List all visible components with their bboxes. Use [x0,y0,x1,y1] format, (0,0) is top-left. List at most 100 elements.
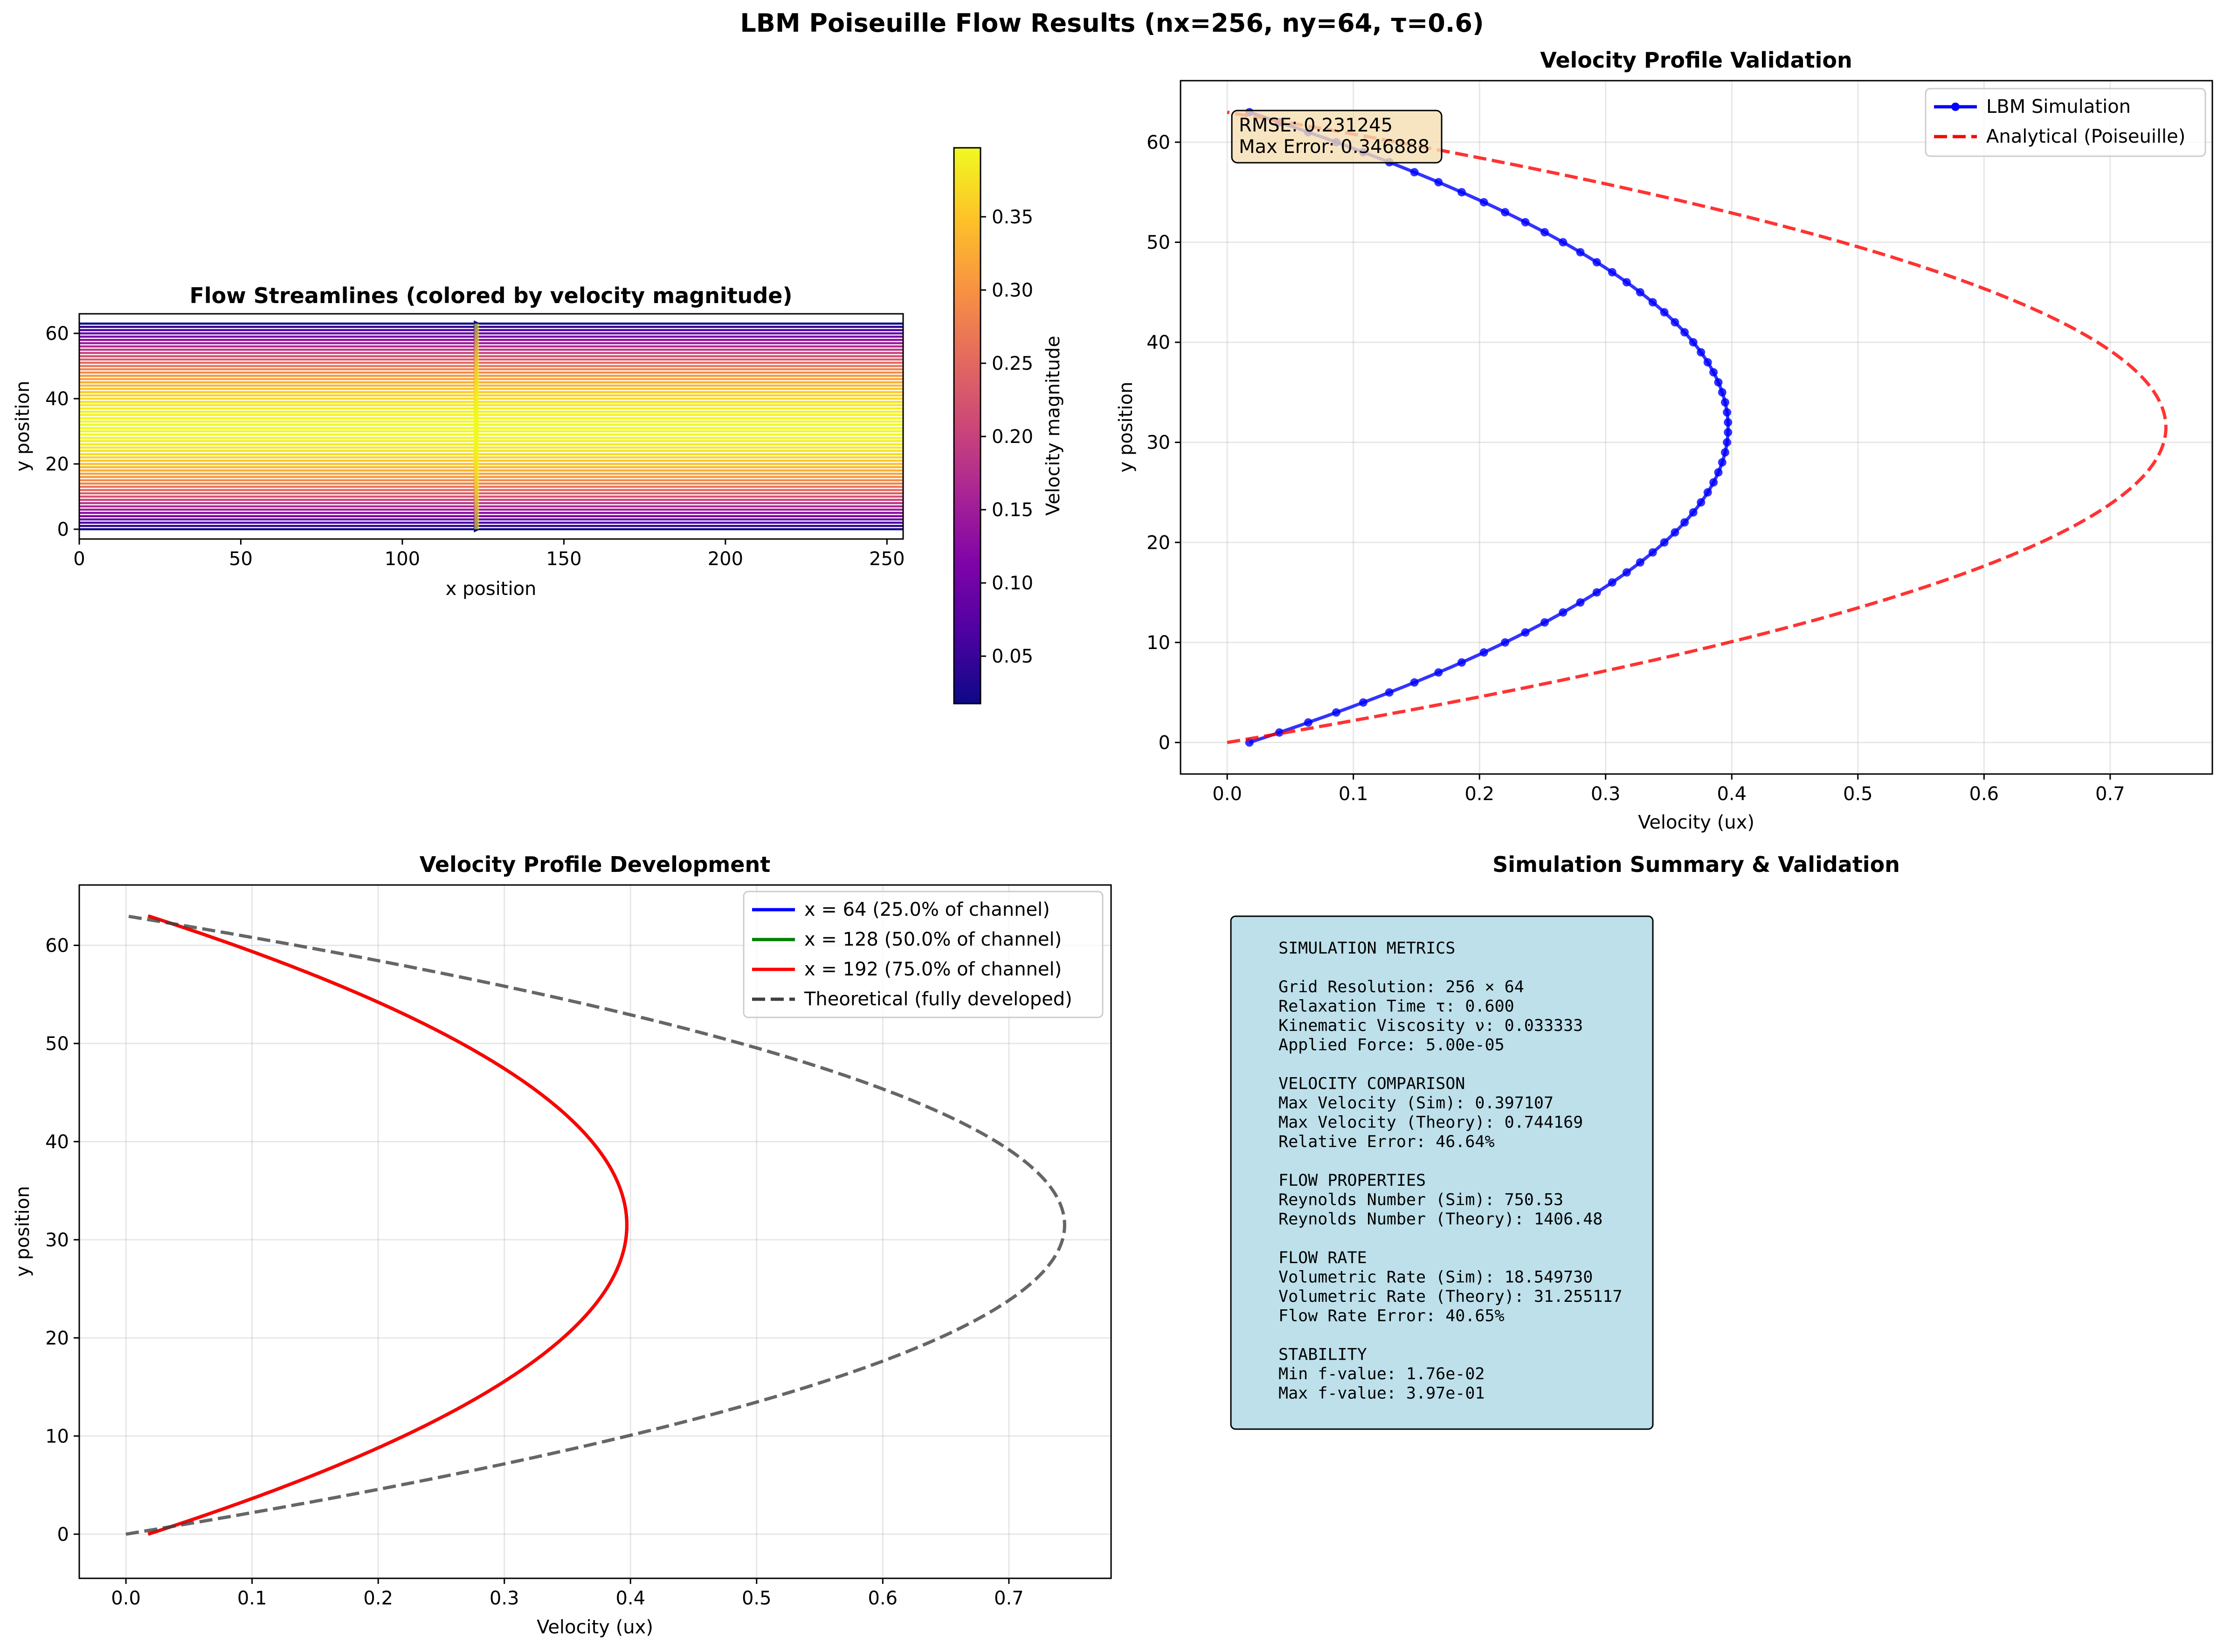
series-marker [1724,418,1733,427]
y-tick-label: 20 [45,1327,69,1349]
legend-label: x = 128 (50.0% of channel) [804,929,1062,950]
x-tick-label: 0.6 [1969,783,1999,805]
summary-line: Reynolds Number (Sim): 750.53 [1278,1191,1563,1210]
legend-label: x = 192 (75.0% of channel) [804,959,1062,980]
colorbar-tick-label: 0.10 [992,573,1033,594]
series-line [1249,111,1730,744]
series-marker [1718,388,1727,397]
series-marker [1576,598,1585,607]
summary-line: Max Velocity (Theory): 0.744169 [1278,1113,1583,1132]
summary-line: FLOW RATE [1278,1249,1367,1267]
series-marker [1434,668,1443,677]
x-tick-label: 0.4 [1717,783,1747,805]
summary-line: Applied Force: 5.00e-05 [1278,1036,1505,1055]
legend-label: Analytical (Poiseuille) [1986,126,2185,147]
summary-line: Relaxation Time τ: 0.600 [1278,997,1514,1016]
series-marker [1648,548,1657,557]
streamlines-xlabel: x position [446,578,537,600]
annotation-rmse: RMSE: 0.231245 [1239,115,1393,136]
x-tick-label: 50 [229,548,253,570]
summary-line: FLOW PROPERTIES [1278,1171,1426,1190]
development-legend: x = 64 (25.0% of channel) x = 128 (50.0% … [743,891,1104,1018]
series-marker [1592,588,1601,597]
colorbar-label: Velocity magnitude [1043,336,1064,516]
x-tick-label: 0.6 [868,1588,898,1609]
y-tick-label: 30 [45,1230,69,1251]
legend-label: x = 64 (25.0% of channel) [804,899,1050,920]
x-tick-label: 0 [73,548,85,570]
validation-axes: 0.0 0.1 0.2 0.3 0.4 0.5 0.6 0.7 0 10 20 30 40 50 60 [1147,132,2125,805]
series-marker [1457,658,1466,667]
series-marker [1540,618,1549,627]
y-tick-label: 60 [45,935,69,956]
y-tick-label: 20 [1147,532,1170,553]
streamlines-group [79,320,903,532]
streamlines-title: Flow Streamlines (colored by velocity ma… [189,283,792,308]
series-marker [1718,458,1727,467]
summary-line: Reynolds Number (Theory): 1406.48 [1278,1210,1602,1229]
summary-line: Max Velocity (Sim): 0.397107 [1278,1094,1554,1113]
x-tick-label: 0.1 [237,1588,267,1609]
y-tick-label: 40 [45,388,69,410]
series-marker [1521,218,1530,227]
legend-marker [1951,103,1960,111]
summary-line: Volumetric Rate (Theory): 31.255117 [1278,1287,1623,1306]
validation-title: Velocity Profile Validation [1540,48,1852,73]
series-marker [1501,208,1510,217]
series-marker [1720,448,1729,457]
series-marker [1703,488,1712,497]
y-tick-label: 50 [45,1033,69,1055]
summary-text: SIMULATION METRICS Grid Resolution: 256 ×… [1278,939,1623,1403]
colorbar-tick-label: 0.30 [992,280,1033,301]
validation-xlabel: Velocity (ux) [1638,812,1754,833]
x-tick-label: 0.0 [111,1588,141,1609]
validation-series [1227,108,2168,747]
development-panel: Velocity Profile Development 0.0 0.1 0.2 0.… [12,852,1112,1638]
series-marker [1689,508,1698,517]
streamlines-plot-background [79,314,903,539]
streamlines-panel: Flow Streamlines (colored by velocity ma… [12,147,1064,705]
series-marker [1680,518,1689,527]
x-tick-label: 0.0 [1212,783,1242,805]
summary-line: SIMULATION METRICS [1278,939,1455,958]
summary-line: Kinematic Viscosity ν: 0.033333 [1278,1016,1583,1035]
series-marker [1332,708,1340,717]
y-tick-label: 10 [45,1426,69,1447]
series-marker [1540,228,1549,237]
series-marker [1680,328,1689,337]
summary-line: Min f-value: 1.76e-02 [1278,1365,1485,1383]
series-marker [1608,268,1616,276]
development-series [125,914,1066,1536]
legend-box [743,891,1104,1018]
series-marker [1689,338,1698,347]
y-tick-label: 60 [1147,132,1170,153]
series-marker [1714,468,1723,477]
colorbar-ticks: 0.05 0.10 0.15 0.20 0.25 0.30 0.35 [981,207,1033,667]
x-tick-label: 0.7 [994,1588,1024,1609]
series-marker [1703,358,1712,367]
series-marker [1592,258,1601,267]
colorbar-tick-label: 0.15 [992,499,1033,521]
x-tick-label: 250 [869,548,905,570]
development-title: Velocity Profile Development [420,852,771,877]
development-grid [79,885,1111,1578]
series-marker [1709,368,1718,377]
series-marker [1660,538,1669,547]
x-tick-label: 0.2 [363,1588,393,1609]
summary-line: Max f-value: 3.97e-01 [1278,1384,1485,1403]
series-marker [1622,278,1631,287]
series-marker [1697,348,1706,357]
colorbar-tick-label: 0.25 [992,353,1033,374]
summary-panel: Simulation Summary & Validation SIMULATI… [1230,852,1900,1430]
x-tick-label: 150 [546,548,581,570]
series-marker [1479,648,1488,657]
colorbar-tick-label: 0.05 [992,646,1033,667]
y-tick-label: 0 [1159,732,1170,753]
series-marker [1275,728,1284,737]
annotation-box [1231,110,1443,164]
series-marker [1660,308,1669,317]
y-tick-label: 20 [45,454,69,475]
y-tick-label: 0 [57,519,69,540]
y-tick-label: 30 [1147,432,1170,454]
summary-line: Volumetric Rate (Sim): 18.549730 [1278,1268,1593,1287]
